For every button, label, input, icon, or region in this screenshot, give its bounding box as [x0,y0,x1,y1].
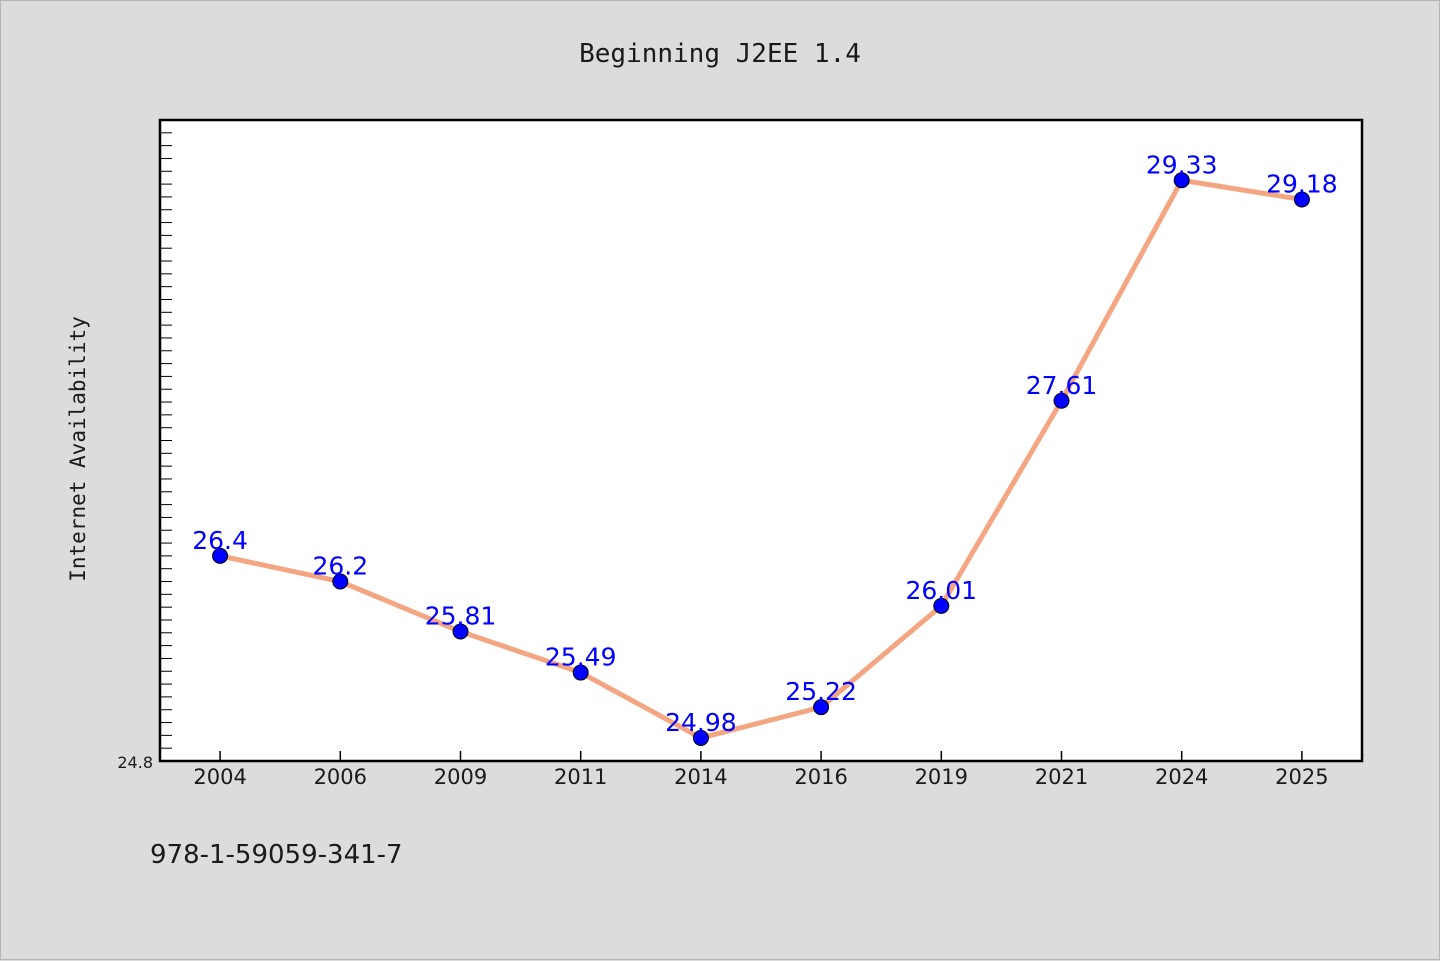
data-label: 26.4 [192,526,248,555]
x-tick-label: 2009 [434,765,487,789]
series-line [217,177,1305,741]
data-point [212,547,229,564]
y-axis-ticks [160,132,172,749]
x-axis-ticks [219,751,1303,761]
x-tick-label: 2025 [1275,765,1328,789]
data-label: 25.22 [785,677,857,706]
data-label: 24.98 [665,708,737,737]
chart-title: Beginning J2EE 1.4 [579,39,861,69]
data-point [1053,392,1070,409]
x-tick-label: 2004 [193,765,246,789]
data-point [572,664,589,681]
data-label: 26.2 [312,552,368,581]
data-label: 27.61 [1026,371,1098,400]
data-point [1293,191,1310,208]
data-point [1173,172,1190,189]
data-label: 29.33 [1146,150,1218,179]
data-label: 26.01 [906,576,978,605]
plot-area [158,118,1364,763]
data-labels: 26.4 26.2 25.81 25.49 24.98 25.22 26.01 27.61 29… [192,150,1337,737]
x-axis-tick-labels: 2004 2006 2009 2011 2014 2016 2019 2021 2024 2025 [193,765,1328,789]
x-tick-label: 2019 [915,765,968,789]
data-point [452,623,469,640]
y-tick-label: 24.8 [117,753,153,772]
y-axis-label: Internet Availability [66,316,90,582]
isbn-footer: 978-1-59059-341-7 [150,840,403,870]
x-tick-label: 2006 [314,765,367,789]
x-tick-label: 2016 [794,765,847,789]
data-label: 25.49 [545,643,617,672]
data-label: 29.18 [1266,169,1338,198]
data-markers [212,172,1310,746]
data-point [332,573,349,590]
x-tick-label: 2021 [1035,765,1088,789]
data-label: 25.81 [425,602,497,631]
data-point [933,597,950,614]
data-point [692,729,709,746]
x-tick-label: 2014 [674,765,727,789]
x-tick-label: 2024 [1155,765,1208,789]
x-tick-label: 2011 [554,765,607,789]
data-point [813,699,830,716]
